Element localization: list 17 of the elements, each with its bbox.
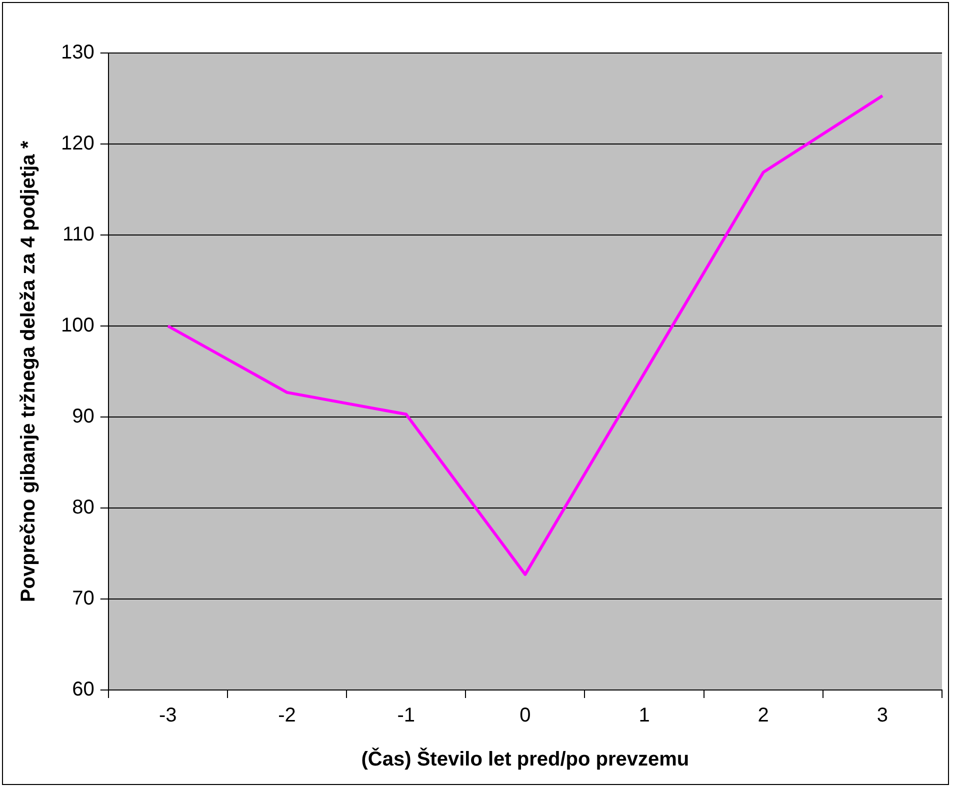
y-tick-label: 130 [60,42,94,64]
y-tick-label: 110 [62,224,94,246]
x-tick-label: 1 [638,704,650,727]
x-tick-label: 3 [876,704,888,727]
y-tick-label: 100 [60,314,94,337]
y-tick-label: 90 [72,406,94,428]
y-tick-label: 120 [60,132,94,155]
x-tick-label: 2 [758,704,769,727]
x-tick-label: -2 [278,704,296,727]
y-tick-label: 70 [72,588,94,610]
x-tick-label: -1 [397,704,415,727]
x-tick-label: 0 [520,704,531,727]
y-tick-label: 60 [72,678,94,701]
x-axis-title: (Čas) Število let pred/po prevzemu [361,748,690,771]
x-tick-label: -3 [159,704,177,727]
y-tick-label: 80 [72,496,94,519]
y-axis-title: Povprečno gibanje tržnega deleža za 4 podjetja * [18,140,40,602]
